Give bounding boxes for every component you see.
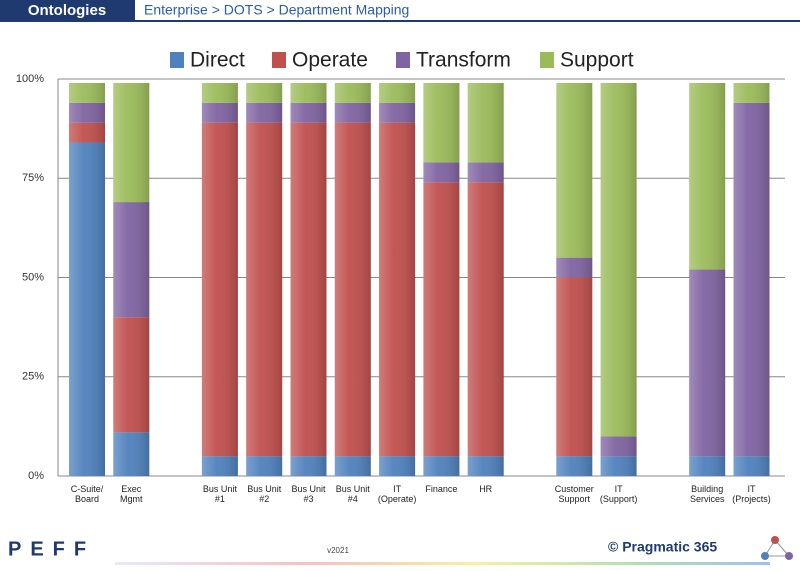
bar-shine: [379, 102, 416, 123]
bar-shine: [69, 142, 105, 476]
section-title: Ontologies: [28, 2, 106, 19]
breadcrumb: Enterprise > DOTS > Department Mapping: [144, 2, 409, 18]
bar-shine: [69, 82, 105, 103]
logo: PEFF: [8, 538, 95, 560]
legend-label: Direct: [190, 49, 245, 72]
bar-shine: [246, 102, 283, 123]
bar-shine: [334, 102, 371, 123]
bar-shine: [733, 456, 770, 476]
bar-shine: [467, 82, 504, 163]
bar-shine: [246, 456, 283, 476]
x-tick-label: C-Suite/Board: [71, 484, 104, 504]
legend-swatch: [540, 52, 554, 68]
x-tick-label: Exec Mgmt: [120, 484, 143, 504]
x-tick-label: Bus Unit #3: [291, 484, 326, 504]
bar-shine: [689, 456, 726, 476]
bar-shine: [290, 102, 327, 123]
y-tick-label: 25%: [22, 371, 44, 383]
legend-swatch: [396, 52, 410, 68]
bar-shine: [113, 317, 150, 433]
legend-label: Support: [560, 49, 634, 72]
bar-shine: [290, 456, 327, 476]
bar-shine: [113, 432, 150, 476]
x-tick-label: IT (Support): [600, 484, 638, 504]
bar-shine: [246, 122, 283, 457]
bar-shine: [379, 456, 416, 476]
bar-shine: [334, 82, 371, 103]
bar-shine: [423, 456, 460, 476]
footer-band: [115, 562, 770, 565]
bar-shine: [290, 122, 327, 457]
version: v2021: [327, 546, 349, 555]
bar-shine: [423, 162, 460, 183]
bar-shine: [379, 122, 416, 457]
section-tab: [0, 0, 135, 22]
y-tick-label: 75%: [22, 172, 44, 184]
bar-shine: [69, 122, 105, 143]
y-tick-label: 100%: [16, 73, 44, 85]
bar-shine: [556, 277, 593, 457]
x-tick-label: Bus Unit #4: [336, 484, 371, 504]
bar-shine: [334, 122, 371, 457]
x-tick-label: Building Services: [690, 484, 725, 504]
bar-shine: [113, 202, 150, 318]
bar-shine: [556, 456, 593, 476]
x-tick-label: HR: [479, 484, 492, 494]
y-tick-label: 0%: [28, 470, 44, 482]
x-tick-label: IT (Projects): [732, 484, 771, 504]
bar-shine: [600, 82, 637, 437]
bar-shine: [334, 456, 371, 476]
bar-shine: [467, 182, 504, 457]
bar-shine: [201, 82, 238, 103]
bar-shine: [69, 102, 105, 123]
bar-shine: [556, 257, 593, 278]
bar-shine: [201, 456, 238, 476]
bar-shine: [600, 436, 637, 457]
bar-shine: [246, 82, 283, 103]
x-tick-label: IT (Operate): [378, 484, 417, 504]
x-tick-label: Bus Unit #1: [203, 484, 238, 504]
bar-shine: [290, 82, 327, 103]
bar-shine: [556, 82, 593, 258]
brand-icon: [761, 536, 793, 560]
bar-shine: [201, 122, 238, 457]
x-tick-label: Finance: [425, 484, 457, 494]
brand: © Pragmatic 365: [608, 539, 717, 555]
legend-label: Transform: [416, 49, 511, 72]
bar-shine: [423, 82, 460, 163]
bar-shine: [689, 82, 726, 270]
bar-shine: [423, 182, 460, 457]
legend-swatch: [170, 52, 184, 68]
bar-shine: [467, 456, 504, 476]
bar-shine: [689, 269, 726, 457]
legend-swatch: [272, 52, 286, 68]
x-tick-label: Customer Support: [555, 484, 594, 504]
legend-label: Operate: [292, 49, 368, 72]
x-tick-label: Bus Unit #2: [247, 484, 282, 504]
bar-shine: [733, 82, 770, 103]
y-tick-label: 50%: [22, 271, 44, 283]
bar-shine: [113, 82, 150, 203]
bar-shine: [467, 162, 504, 183]
bar-shine: [201, 102, 238, 123]
bar-shine: [379, 82, 416, 103]
bar-shine: [733, 102, 770, 457]
bar-shine: [600, 456, 637, 476]
